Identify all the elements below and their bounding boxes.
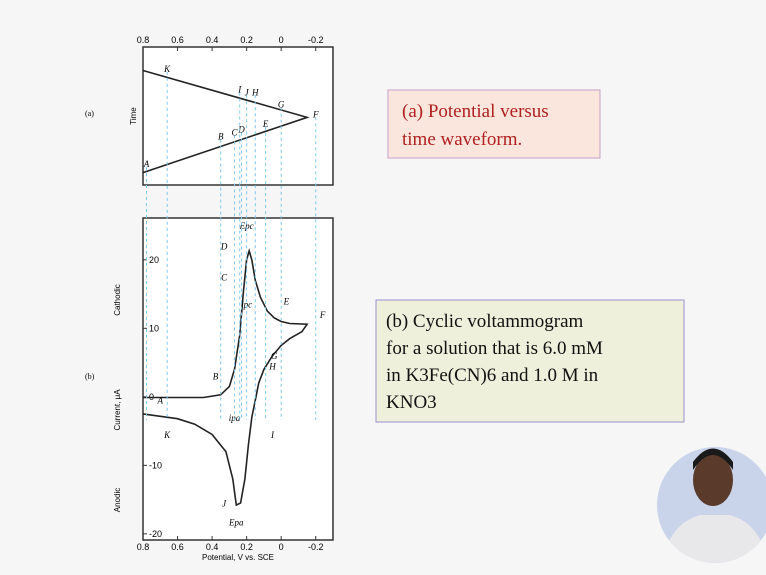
x-tick-label: 0.8 <box>137 542 150 552</box>
caption-line: for a solution that is 6.0 mM <box>386 338 603 359</box>
x-tick-label: 0.8 <box>137 35 150 45</box>
panel-label: (b) <box>85 372 95 381</box>
point-label: F <box>319 310 326 320</box>
x-tick-label: 0.2 <box>240 542 253 552</box>
caption-line: (b) Cyclic voltammogram <box>386 311 584 332</box>
y-tick-label: 20 <box>149 255 159 265</box>
caption-line: (a) Potential versus <box>402 101 549 122</box>
x-tick-label: -0.2 <box>308 35 324 45</box>
caption-line: time waveform. <box>402 129 522 150</box>
y-tick-label: 10 <box>149 323 159 333</box>
y-axis-label: Current, μA <box>113 389 122 431</box>
point-label: K <box>163 430 171 440</box>
x-tick-label: 0.6 <box>171 542 184 552</box>
panel-label: (a) <box>85 109 94 118</box>
point-label: B <box>213 372 219 382</box>
x-tick-label: 0.4 <box>206 542 219 552</box>
x-tick-label: 0.6 <box>171 35 184 45</box>
plot-frame <box>143 218 333 540</box>
caption-line: KNO3 <box>386 392 437 413</box>
y-axis-label: Cathodic <box>113 284 122 316</box>
x-tick-label: 0 <box>279 35 284 45</box>
point-label: E <box>283 296 290 306</box>
y-tick-label: -10 <box>149 460 162 470</box>
slide: (a) Potential versus time waveform. (b) … <box>0 0 766 575</box>
x-tick-label: 0.4 <box>206 35 219 45</box>
caption-line: in K3Fe(CN)6 and 1.0 M in <box>386 365 599 386</box>
point-label: A <box>157 396 164 406</box>
y-tick-label: -20 <box>149 529 162 539</box>
x-axis-label: Potential, V vs. SCE <box>202 553 274 562</box>
point-label: H <box>268 361 276 371</box>
point-label: Epa <box>228 518 244 528</box>
point-label: C <box>221 272 228 282</box>
y-axis-label: Anodic <box>113 488 122 512</box>
x-tick-label: 0 <box>279 542 284 552</box>
x-tick-label: -0.2 <box>308 542 324 552</box>
x-tick-label: 0.2 <box>240 35 253 45</box>
y-axis-label: Time <box>129 107 138 125</box>
point-label: G <box>271 351 278 361</box>
